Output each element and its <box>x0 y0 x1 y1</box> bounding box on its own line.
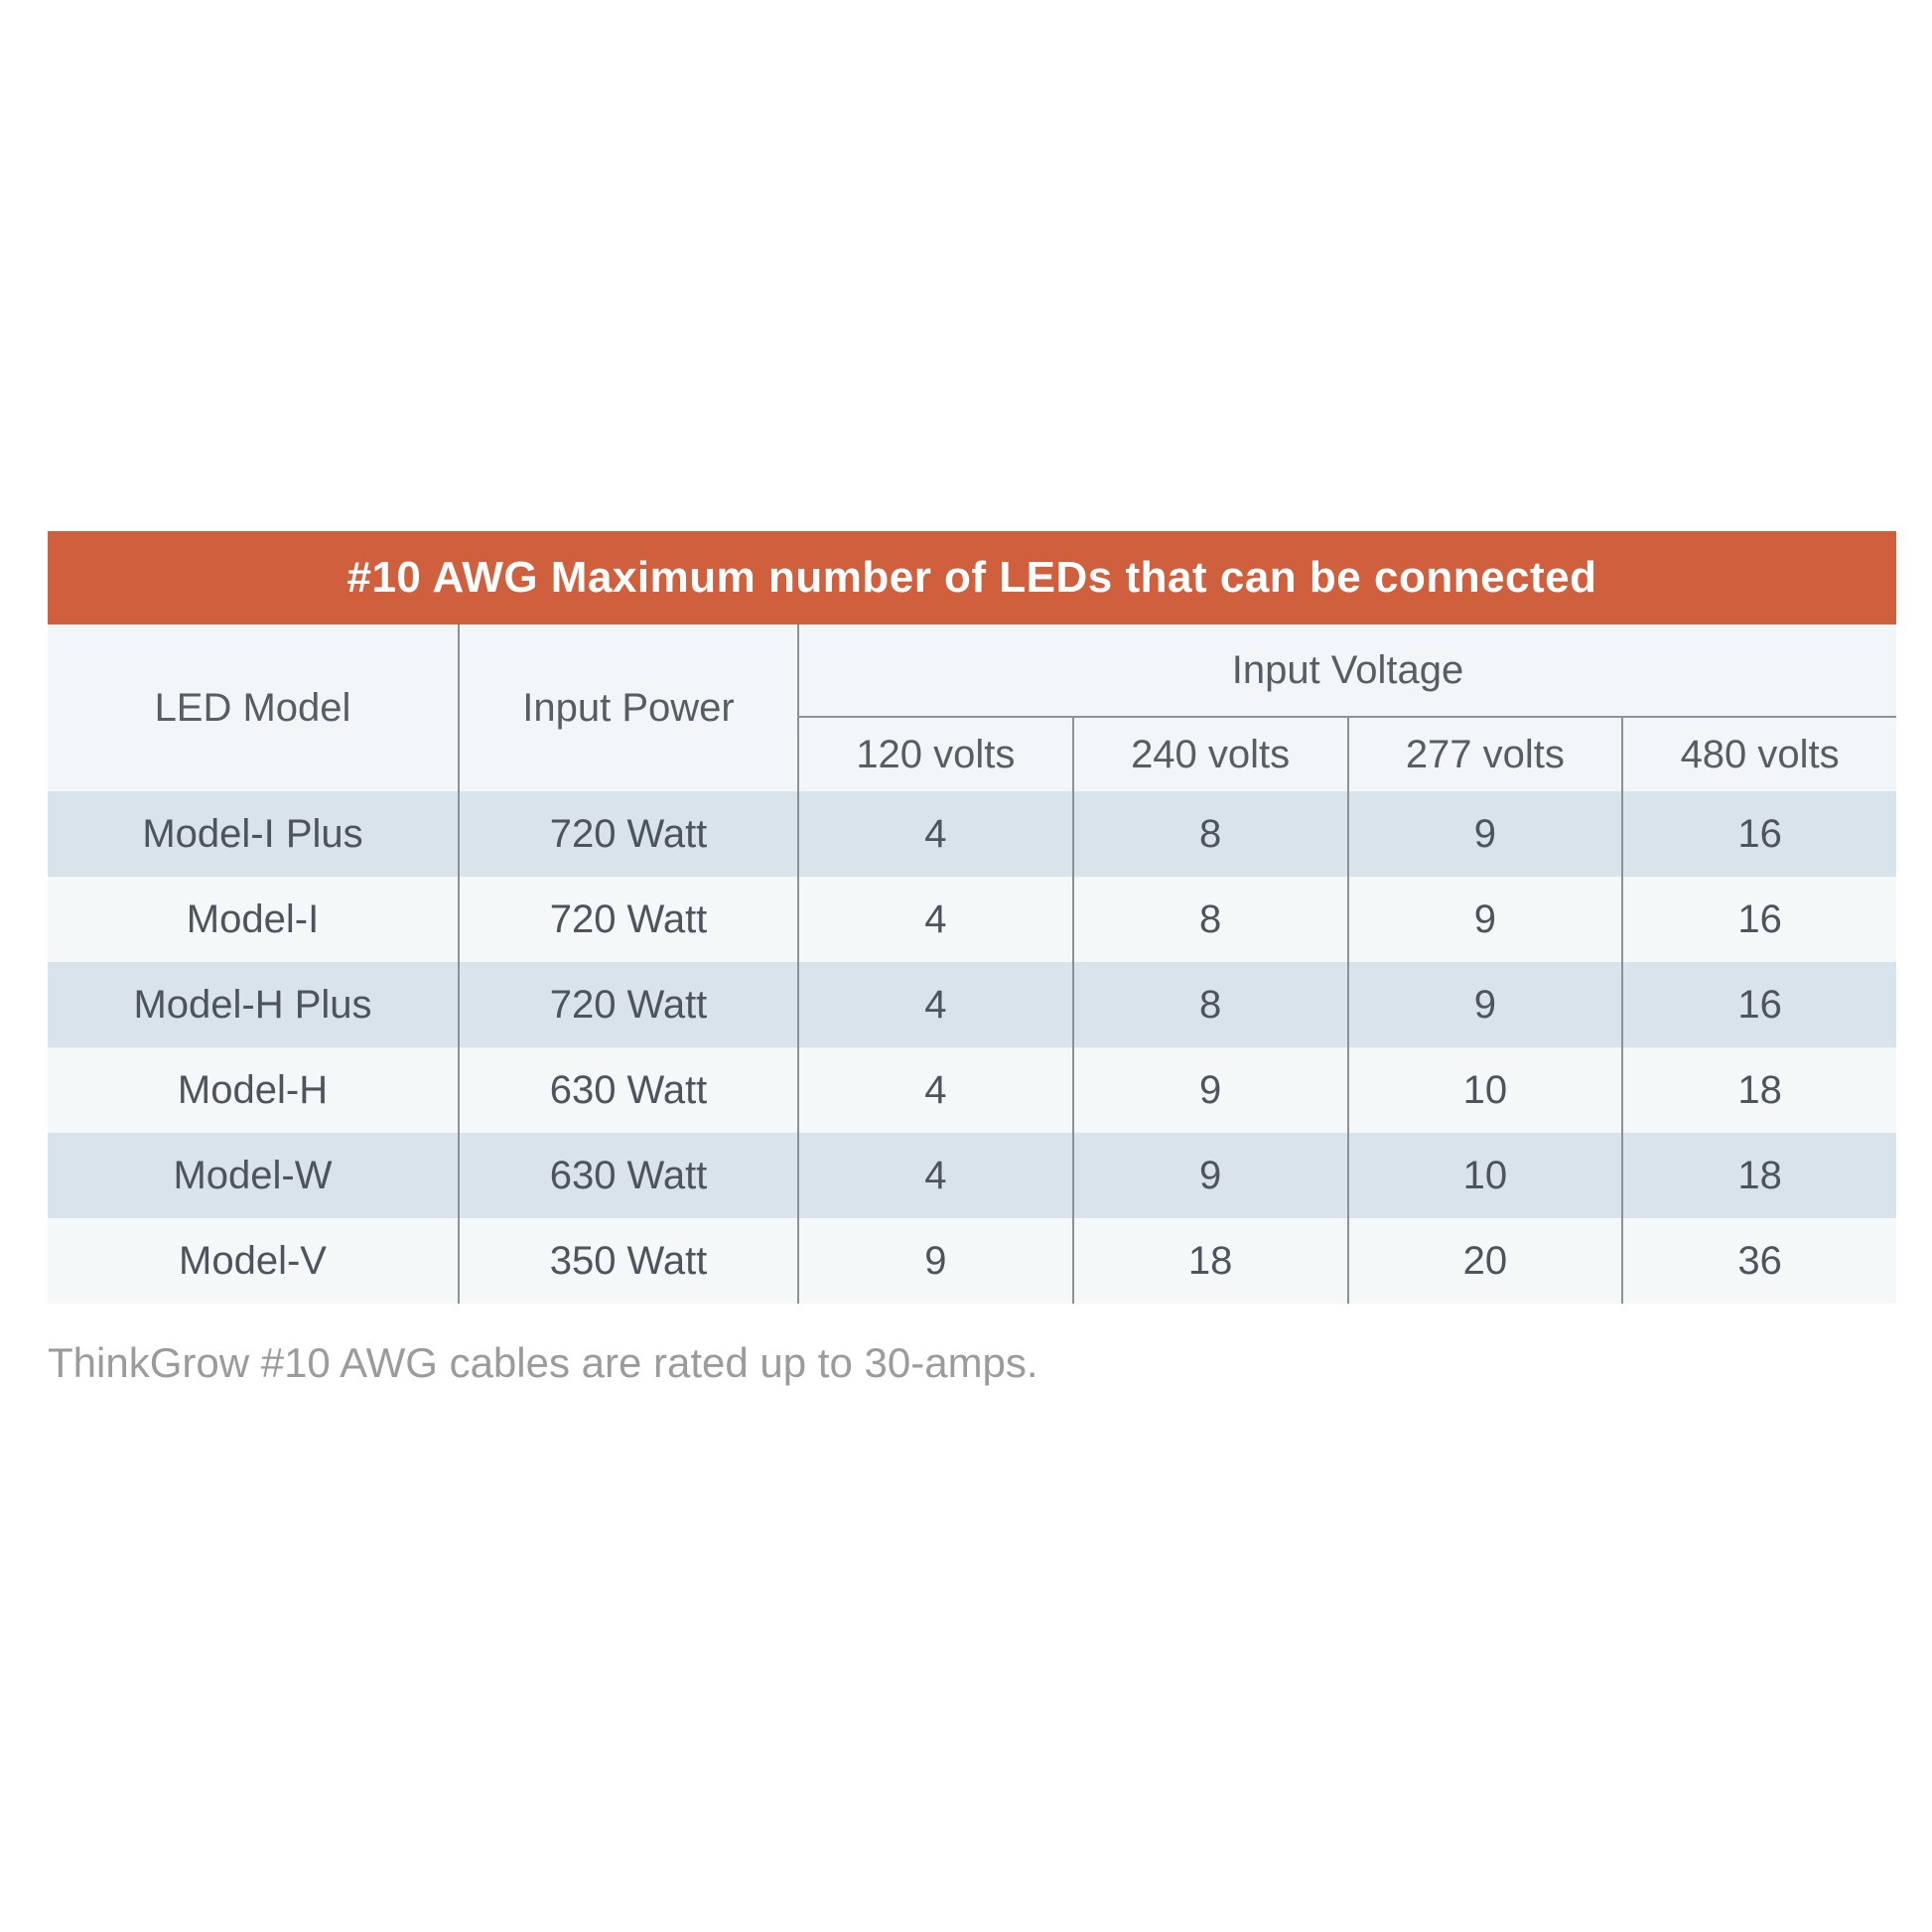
cell-power: 630 Watt <box>458 1047 797 1133</box>
cell-277v: 10 <box>1346 1047 1622 1133</box>
cell-120v: 4 <box>797 1133 1072 1218</box>
table-title: #10 AWG Maximum number of LEDs that can … <box>346 553 1597 602</box>
cell-277v: 9 <box>1346 962 1622 1047</box>
header-input-voltage: Input Voltage <box>797 624 1896 718</box>
table-row: Model-W 630 Watt 4 9 10 18 <box>48 1133 1896 1218</box>
cell-120v: 4 <box>797 1047 1072 1133</box>
cell-120v: 9 <box>797 1218 1072 1304</box>
cell-240v: 8 <box>1071 962 1347 1047</box>
table-footnote: ThinkGrow #10 AWG cables are rated up to… <box>48 1339 1038 1386</box>
cell-480v: 18 <box>1621 1047 1896 1133</box>
cell-model: Model-W <box>173 1153 333 1197</box>
table-row: Model-I 720 Watt 4 8 9 16 <box>48 877 1896 962</box>
cell-480v: 36 <box>1621 1218 1896 1304</box>
cell-480v: 16 <box>1621 791 1896 877</box>
cell-120v: 4 <box>797 791 1072 877</box>
table-row: Model-I Plus 720 Watt 4 8 9 16 <box>48 791 1896 877</box>
cell-120v: 4 <box>797 962 1072 1047</box>
cell-power: 350 Watt <box>458 1218 797 1304</box>
cell-120v: 4 <box>797 877 1072 962</box>
header-480-volts: 480 volts <box>1621 718 1896 791</box>
cell-240v: 9 <box>1071 1047 1347 1133</box>
table-title-bar: #10 AWG Maximum number of LEDs that can … <box>48 531 1896 624</box>
cell-480v: 18 <box>1621 1133 1896 1218</box>
table-header: LED Model Input Power Input Voltage 120 … <box>48 624 1896 791</box>
cell-power: 720 Watt <box>458 791 797 877</box>
cell-240v: 8 <box>1071 791 1347 877</box>
cell-277v: 20 <box>1346 1218 1622 1304</box>
cell-power: 630 Watt <box>458 1133 797 1218</box>
header-240-volts: 240 volts <box>1071 718 1347 791</box>
cell-power: 720 Watt <box>458 877 797 962</box>
header-277-volts: 277 volts <box>1346 718 1622 791</box>
cell-power: 720 Watt <box>458 962 797 1047</box>
cell-240v: 9 <box>1071 1133 1347 1218</box>
cell-model: Model-H Plus <box>133 982 372 1027</box>
table-row: Model-H 630 Watt 4 9 10 18 <box>48 1047 1896 1133</box>
header-led-model: LED Model <box>154 685 351 730</box>
cell-model: Model-V <box>179 1238 327 1283</box>
cell-model: Model-H <box>177 1067 329 1112</box>
header-input-power: Input Power <box>458 624 797 791</box>
cell-480v: 16 <box>1621 877 1896 962</box>
table-body: Model-I Plus 720 Watt 4 8 9 16 Model-I 7… <box>48 791 1896 1304</box>
cell-model: Model-I Plus <box>142 811 363 856</box>
cell-240v: 8 <box>1071 877 1347 962</box>
table-row: Model-V 350 Watt 9 18 20 36 <box>48 1218 1896 1304</box>
cell-240v: 18 <box>1071 1218 1347 1304</box>
cell-277v: 10 <box>1346 1133 1622 1218</box>
cell-277v: 9 <box>1346 877 1622 962</box>
led-connection-table: #10 AWG Maximum number of LEDs that can … <box>48 531 1896 1387</box>
table-row: Model-H Plus 720 Watt 4 8 9 16 <box>48 962 1896 1047</box>
cell-480v: 16 <box>1621 962 1896 1047</box>
header-120-volts: 120 volts <box>797 718 1072 791</box>
cell-model: Model-I <box>186 897 320 941</box>
cell-277v: 9 <box>1346 791 1622 877</box>
